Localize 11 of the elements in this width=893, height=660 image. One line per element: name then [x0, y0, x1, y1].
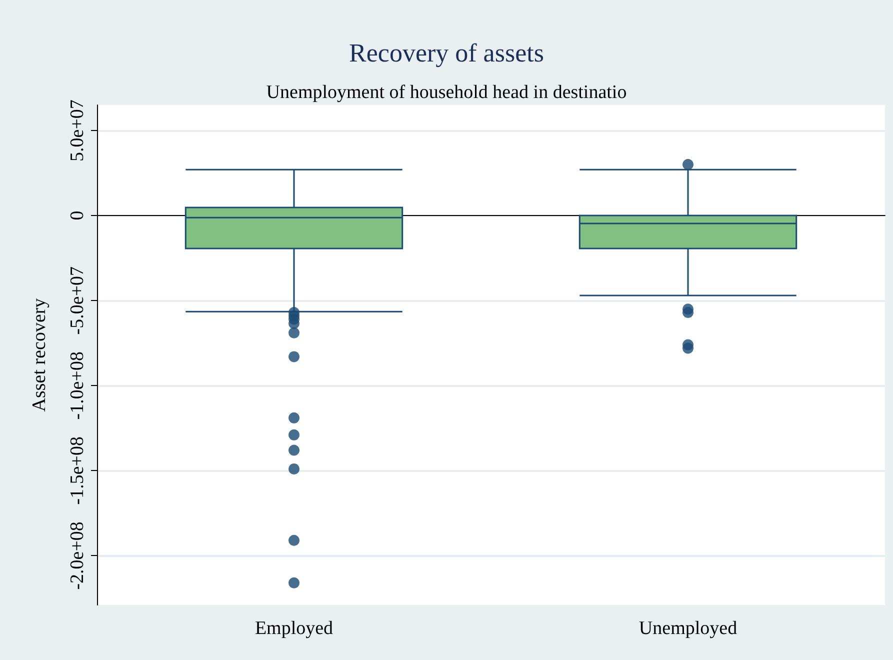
- y-tick-label: 0: [67, 210, 88, 220]
- chart-subtitle: Unemployment of household head in destinatio: [266, 82, 627, 103]
- y-tick-label: 5.0e+07: [67, 100, 88, 162]
- x-tick-label: Unemployed: [638, 618, 738, 639]
- y-tick-label: -2.0e+08: [67, 522, 88, 590]
- y-tick-label: -1.5e+08: [67, 436, 88, 505]
- y-axis-title: Asset recovery: [29, 298, 50, 412]
- chart-title: Recovery of assets: [349, 38, 544, 68]
- y-tick-label: -1.0e+08: [67, 351, 88, 420]
- x-tick-label: Employed: [254, 618, 334, 639]
- y-tick-label: -5.0e+07: [67, 266, 88, 335]
